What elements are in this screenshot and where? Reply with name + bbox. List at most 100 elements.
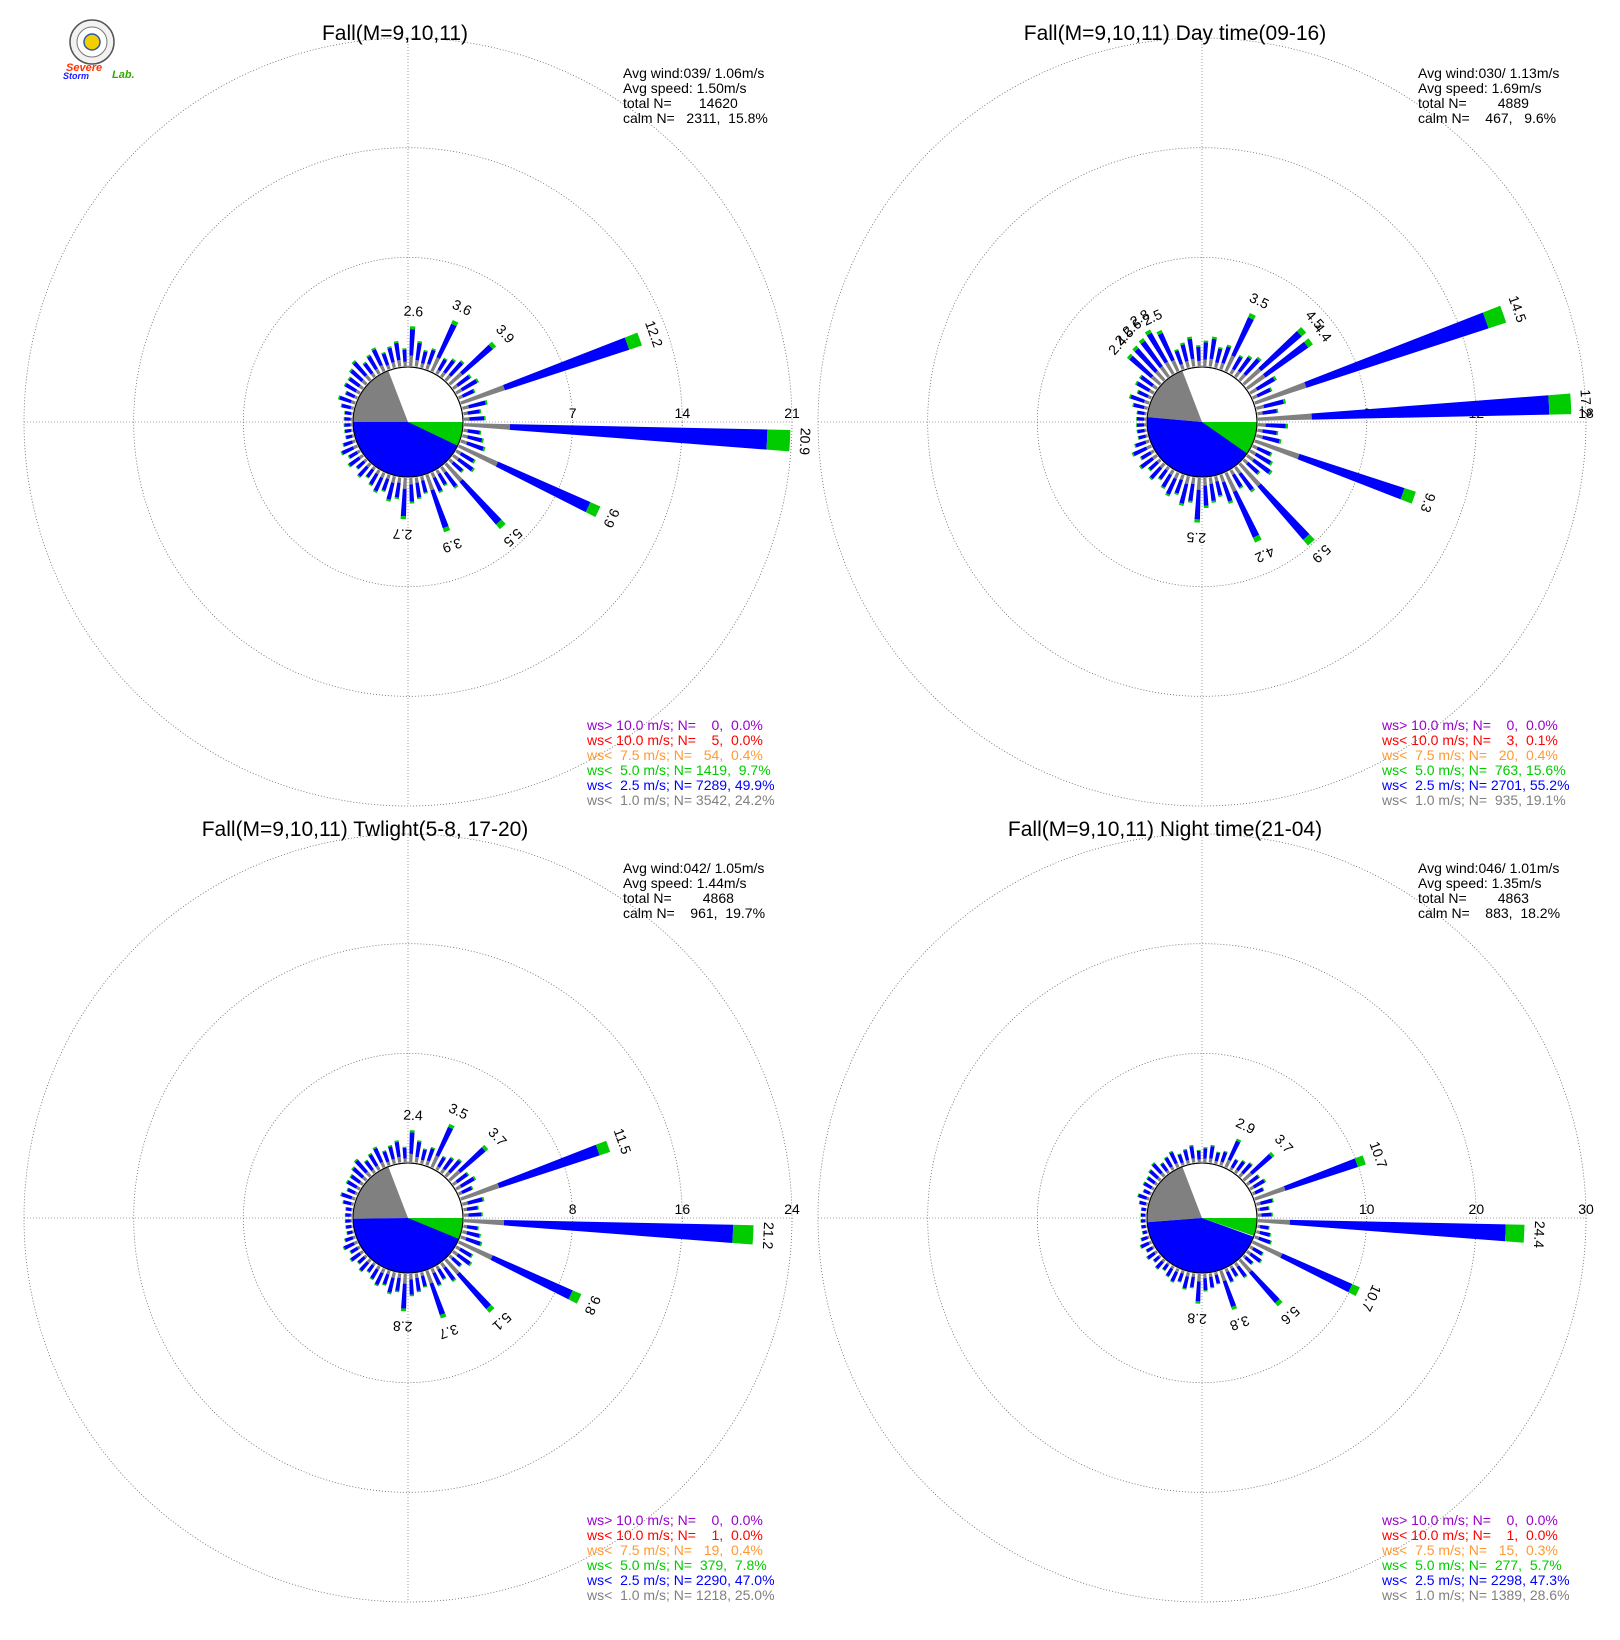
bar-segment-green [766,429,791,452]
bar-segment-gray [1180,1162,1185,1166]
bar-segment-gray [1254,382,1307,405]
bar-segment-blue [426,1148,435,1162]
bar-segment-blue [437,1268,446,1280]
bar-segment-green [439,1313,447,1319]
bar-segment-blue [1194,489,1201,520]
legend-entry: ws> 10.0 m/s; N= 0, 0.0% [586,717,763,733]
bar-segment-green [483,416,486,421]
bar-segment-blue [466,1231,480,1238]
bar-segment-gray [355,389,361,395]
bar-segment-blue [465,1237,481,1246]
bar-segment-gray [1255,1201,1261,1206]
legend-entry: ws< 7.5 m/s; N= 54, 0.4% [586,747,763,763]
bar-segment-gray [414,1273,419,1279]
bar-segment-green [482,446,486,452]
bar-segment-green [1159,1162,1164,1166]
bar-segment-green [475,378,480,383]
bar-label: 3.6 [450,296,475,319]
bar-segment-green [1203,1147,1208,1149]
stats-line: total N= 4868 [623,890,734,906]
bar-segment-green [1146,1256,1150,1261]
bar-segment-green [1238,485,1244,490]
bar-segment-green [1136,389,1140,394]
bar-segment-gray [1242,1172,1253,1182]
bar-segment-gray [386,474,391,480]
bar-segment-gray [409,355,414,367]
bar-segment-green [1272,375,1278,381]
bar-segment-gray [1148,1240,1153,1245]
bar-segment-green [1303,534,1315,546]
bar-segment-green [393,340,399,344]
bar-segment-green [1136,429,1138,434]
bar-segment-gray [1191,1273,1196,1278]
bar-segment-green [1128,394,1132,399]
legend-entry: ws< 5.0 m/s; N= 277, 5.7% [1381,1557,1562,1573]
bar-segment-blue [1151,1163,1163,1175]
bar-segment-blue [448,1159,462,1174]
bar-segment-gray [1145,434,1149,438]
bar-segment-gray [463,423,510,430]
calm-slice-gray [1147,370,1202,422]
bar-segment-gray [1246,1181,1251,1186]
bar-segment-gray [1238,462,1261,487]
bar-segment-gray [1156,458,1162,464]
bar-segment-green [1168,1150,1173,1154]
bar-segment-blue [1265,423,1286,429]
bar-segment-gray [435,1166,441,1171]
legend-entry: ws> 10.0 m/s; N= 0, 0.0% [586,1512,763,1528]
bar-segment-gray [1180,1270,1185,1274]
bar-segment-blue [1249,1153,1273,1175]
bar-segment-gray [430,1267,436,1274]
bar-segment-green [1160,485,1166,490]
bar-label: 21.2 [760,1222,777,1250]
bar-segment-green [423,1285,428,1288]
bar-segment-green [1247,355,1253,360]
percent-ring [817,833,1587,1603]
bar-segment-blue [1232,490,1260,538]
bar-segment-green [1354,1155,1366,1168]
bar-segment-green [1278,439,1282,444]
bar-segment-green [343,423,345,427]
bar-segment-green [1504,1224,1525,1243]
bar-segment-blue [1259,1230,1271,1237]
bar-segment-gray [1143,399,1150,405]
bar-segment-gray [380,1161,386,1169]
bar-segment-blue [495,461,591,513]
bar-segment-blue [343,1200,352,1206]
bar-segment-gray [350,411,353,416]
bar-segment-blue [420,1149,427,1161]
bar-segment-green [1140,1219,1142,1223]
bar-segment-blue [394,342,401,361]
bar-segment-green [442,1277,447,1281]
bar-segment-blue [509,424,768,450]
bar-segment-blue [1254,1187,1264,1195]
calm-slice-green [1202,1218,1257,1237]
bar-segment-blue [1259,1224,1269,1230]
bar-label: 2.8 [392,1318,412,1335]
bar-segment-gray [1179,363,1185,370]
bar-segment-gray [1257,1224,1261,1229]
bar-segment-gray [1203,1158,1207,1163]
bar-segment-gray [356,449,361,454]
bar-segment-blue [1140,375,1154,387]
bar-segment-blue [382,1273,390,1285]
bar-segment-gray [375,1165,381,1171]
bar-segment-blue [1263,399,1284,409]
bar-segment-gray [435,469,441,475]
bar-segment-gray [1242,1254,1247,1259]
bar-segment-blue [1169,1151,1178,1165]
calm-outline [1146,1162,1258,1274]
bar-segment-gray [1174,1162,1180,1169]
bar-segment-green [1156,329,1163,336]
logo-word-storm: Storm [63,71,89,81]
bar-label: 17.2 [1578,389,1595,417]
bar-segment-blue [437,1156,446,1168]
bar-segment-gray [409,1273,413,1280]
bar-segment-blue [1231,356,1243,371]
bar-segment-blue [1203,1278,1208,1291]
bar-segment-gray [1151,454,1158,460]
bar-segment-blue [1153,1255,1161,1263]
bar-segment-blue [363,362,374,375]
bar-segment-green [472,388,476,393]
bar-segment-blue [1141,1224,1147,1229]
